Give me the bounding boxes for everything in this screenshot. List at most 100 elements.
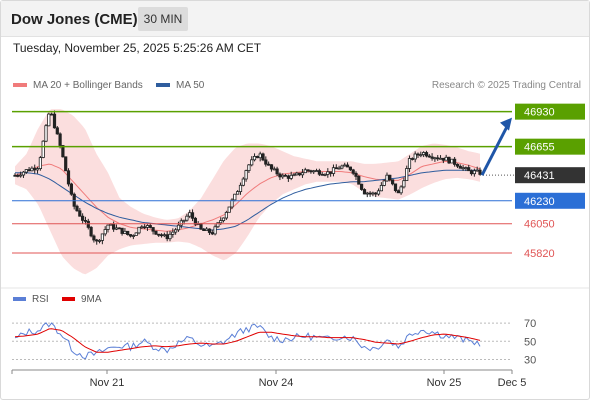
candle-body (78, 210, 82, 217)
candle-body (351, 169, 355, 174)
legend-rsi-ma: 9MA (62, 294, 102, 305)
level-label-46050: 46050 (524, 219, 555, 231)
candle-body (475, 169, 479, 172)
candle-body (199, 223, 203, 230)
candle-body (419, 154, 423, 157)
candle-body (252, 155, 257, 161)
candle-body (303, 169, 307, 174)
research-credit: Research © 2025 Trading Central (431, 80, 581, 91)
candle-body (410, 158, 415, 160)
candle-body (323, 173, 327, 176)
candle-body (210, 232, 214, 235)
candle-body (320, 173, 324, 176)
rsi-line (14, 322, 481, 360)
candle-body (27, 169, 31, 172)
candle-body (382, 180, 386, 186)
level-box-46431 (515, 167, 585, 184)
candle-body (461, 167, 465, 170)
candle-body (95, 239, 99, 242)
legend-ma50-label: MA 50 (176, 80, 205, 91)
candle-body (128, 234, 133, 237)
instrument-title: Dow Jones (CME) (11, 11, 138, 28)
candle-body (219, 220, 223, 224)
forecast-arrow-head (500, 117, 512, 131)
candle-body (478, 169, 482, 175)
candle-body (250, 159, 254, 166)
candle-body (388, 174, 392, 181)
candle-body (207, 228, 212, 233)
candle-body (75, 205, 79, 212)
rsi-swatch (13, 297, 26, 302)
candle-body (469, 170, 474, 175)
candle-body (275, 168, 279, 175)
candle-body (247, 164, 251, 171)
candle-body (272, 168, 276, 171)
candle-body (337, 167, 341, 170)
candle-body (117, 227, 121, 230)
candle-body (317, 170, 322, 175)
candle-body (66, 170, 71, 185)
legend-rsi-ma-label: 9MA (81, 294, 102, 305)
candle-body (407, 158, 412, 169)
candle-body (179, 220, 183, 226)
candle-body (58, 133, 62, 146)
candle-body (148, 225, 152, 228)
candle-body (238, 184, 243, 193)
candle-body (348, 166, 353, 171)
candle-body (314, 170, 319, 173)
candle-body (182, 219, 186, 222)
candle-body (35, 168, 40, 171)
level-label-46431: 46431 (524, 170, 555, 182)
candle-body (61, 145, 65, 158)
candle-body (235, 191, 240, 195)
candle-body (33, 167, 37, 171)
candle-body (18, 174, 23, 177)
candle-body (357, 175, 361, 185)
timeframe-badge[interactable]: 30 MIN (138, 7, 188, 31)
candle-body (340, 165, 344, 169)
candle-body (295, 172, 299, 176)
candle-body (86, 220, 90, 228)
candle-body (154, 230, 158, 235)
candle-body (264, 159, 268, 165)
bollinger-swatch (13, 83, 27, 88)
candle-body (436, 157, 440, 160)
candle-body (173, 229, 178, 233)
candle-body (81, 215, 85, 221)
candle-body (450, 158, 454, 164)
level-label-46930: 46930 (524, 107, 555, 119)
candle-body (50, 113, 54, 116)
candle-body (455, 163, 460, 167)
candle-body (283, 174, 288, 177)
candle-body (202, 228, 206, 231)
candle-body (168, 233, 172, 240)
candle-body (134, 232, 138, 236)
candle-body (326, 171, 330, 175)
candle-body (64, 156, 68, 172)
candle-body (278, 173, 282, 178)
candle-body (328, 171, 333, 174)
ma20-line (14, 160, 481, 232)
level-box-46655 (515, 138, 585, 155)
candle-body (269, 164, 274, 170)
candle-body (97, 239, 102, 242)
x-tick-label-nov-24: Nov 24 (259, 377, 294, 389)
candle-body (438, 157, 443, 160)
candle-body (55, 127, 59, 135)
candle-body (241, 178, 245, 186)
candle-body (140, 226, 144, 229)
candle-body (402, 180, 406, 188)
forecast-arrow-shaft (480, 123, 510, 176)
candle-body (289, 174, 293, 179)
candle-body (416, 153, 420, 156)
candle-body (185, 215, 189, 221)
rsi-ma-swatch (62, 297, 75, 302)
legend-ma50: MA 50 (156, 80, 204, 91)
candle-body (458, 165, 462, 169)
candle-body (300, 172, 305, 176)
candle-body (255, 155, 260, 159)
candle-body (306, 169, 310, 172)
candle-body (109, 223, 113, 226)
candle-body (126, 230, 130, 236)
